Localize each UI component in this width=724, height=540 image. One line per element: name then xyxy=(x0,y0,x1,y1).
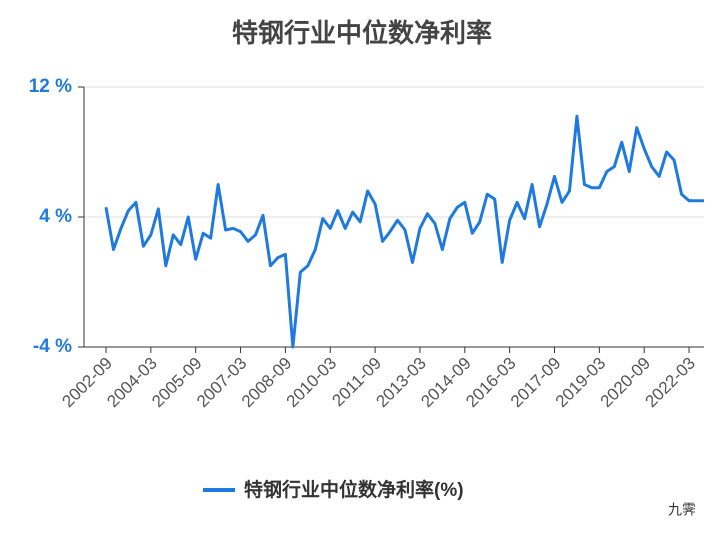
legend-label: 特钢行业中位数净利率(%) xyxy=(244,478,464,501)
y-tick-label: -4 % xyxy=(33,336,72,357)
x-tick-label: 2022-03 xyxy=(641,354,699,412)
chart-title: 特钢行业中位数净利率 xyxy=(232,18,492,48)
data-line xyxy=(104,114,704,349)
watermark: 九霁 xyxy=(668,502,696,518)
y-tick-label: 12 % xyxy=(29,76,72,97)
x-tick-label: 2010-03 xyxy=(283,354,341,412)
y-tick-label: 4 % xyxy=(39,206,72,227)
